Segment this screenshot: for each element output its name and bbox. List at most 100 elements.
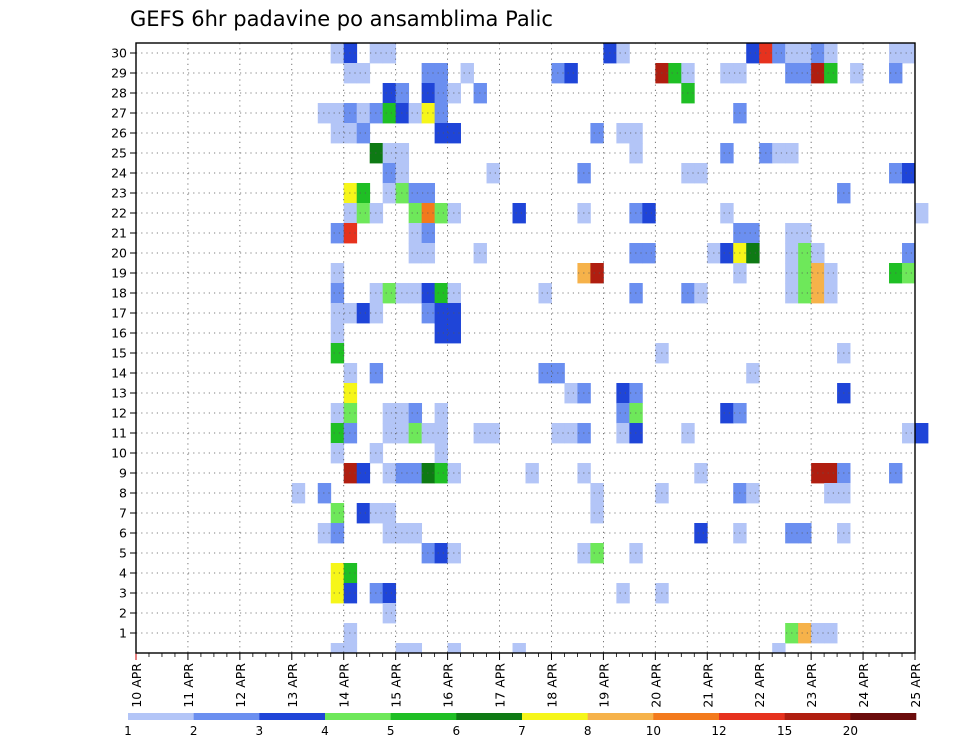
heatmap-cell [564,423,578,444]
heatmap-cell [343,43,358,64]
y-tick-label: 24 [111,166,127,181]
heatmap-cell [408,283,423,304]
heatmap-cell [330,103,345,124]
heatmap-cell [850,63,864,84]
heatmap-cell [694,283,708,304]
x-tick-label: 15 APR [389,663,404,708]
heatmap-cell [330,303,345,324]
heatmap-cell [343,623,358,644]
heatmap-cell [317,523,332,544]
colorbar-segment [719,713,785,720]
y-tick-label: 7 [119,506,127,521]
x-tick-label: 12 APR [233,663,248,708]
heatmap-cell [798,223,812,244]
y-tick-label: 28 [111,86,127,101]
x-tick-label: 13 APR [285,663,300,708]
heatmap-cell [343,383,358,404]
heatmap-cell [343,643,358,654]
heatmap-cell [772,143,786,164]
heatmap-cell [291,483,306,504]
heatmap-cell [486,423,500,444]
heatmap-cell [642,203,656,224]
heatmap-cell [746,363,760,384]
heatmap-cell [330,523,345,544]
heatmap-cell [720,203,734,224]
heatmap-cell [382,463,397,484]
y-tick-label: 30 [111,46,127,61]
x-tick-label: 21 APR [700,663,715,708]
x-tick-label: 10 APR [129,663,144,708]
heatmap-cell [343,183,358,204]
heatmap-cell [408,223,423,244]
heatmap-cell [512,203,526,224]
x-tick-label: 23 APR [804,663,819,708]
heatmap-cell [343,203,358,224]
colorbar-label: 7 [518,724,526,738]
x-tick-label: 17 APR [493,663,508,708]
colorbar-segment [587,713,654,720]
heatmap-cell [434,463,448,484]
heatmap-cell [616,403,630,424]
x-tick-label: 16 APR [441,663,456,708]
heatmap-cell [720,403,734,424]
heatmap-cell [694,163,708,184]
heatmap-cell [824,463,838,484]
y-tick-label: 22 [111,206,127,221]
heatmap-cell [382,523,397,544]
heatmap-cell [434,123,448,144]
heatmap-cell [408,183,423,204]
heatmap-cell [434,283,448,304]
heatmap-cell [642,243,656,264]
heatmap-cell [356,203,371,224]
colorbar-label: 1 [124,724,132,738]
heatmap-cell [720,143,734,164]
y-tick-label: 26 [111,126,127,141]
heatmap-cell [746,243,760,264]
colorbar-label: 20 [843,724,858,738]
y-tick-label: 16 [111,326,127,341]
heatmap-cell [382,83,397,104]
heatmap-cell [330,123,345,144]
colorbar-label: 12 [711,724,726,738]
colorbar-segment [456,713,523,720]
x-tick-label: 20 APR [648,663,663,708]
heatmap-cell [356,103,371,124]
y-tick-label: 29 [111,66,127,81]
heatmap-cell [746,43,760,64]
heatmap-cell [343,463,358,484]
colorbar-label: 5 [387,724,395,738]
colorbar-segment [128,713,194,720]
heatmap-cell [798,283,812,304]
y-tick-label: 17 [111,306,127,321]
colorbar-segment [325,713,391,720]
colorbar-label: 2 [190,724,198,738]
colorbar-segment [784,713,851,720]
y-tick-label: 15 [111,346,127,361]
heatmap-cell [915,423,929,444]
heatmap-cell [616,123,630,144]
heatmap-cell [408,643,423,654]
heatmap-cell [356,463,371,484]
heatmap-cell [382,503,397,524]
heatmap-cell [434,403,448,424]
heatmap-cell [772,43,786,64]
heatmap-cell [590,483,604,504]
heatmap-cell [343,403,358,424]
y-tick-label: 27 [111,106,127,121]
heatmap-cell [330,43,345,64]
heatmap-cell [512,643,526,654]
heatmap-cell [915,203,929,224]
heatmap-cell [434,323,448,344]
heatmap-cell [798,523,812,544]
heatmap-cell [824,623,838,644]
heatmap-cell [330,443,345,464]
y-tick-label: 19 [111,266,127,281]
heatmap-cell [382,143,397,164]
heatmap-cell [746,483,760,504]
colorbar-label: 10 [646,724,661,738]
heatmap-cell [382,103,397,124]
heatmap-cell [434,423,448,444]
x-tick-label: 22 APR [752,663,767,708]
heatmap-cell [902,163,916,184]
heatmap-cell [382,583,397,604]
